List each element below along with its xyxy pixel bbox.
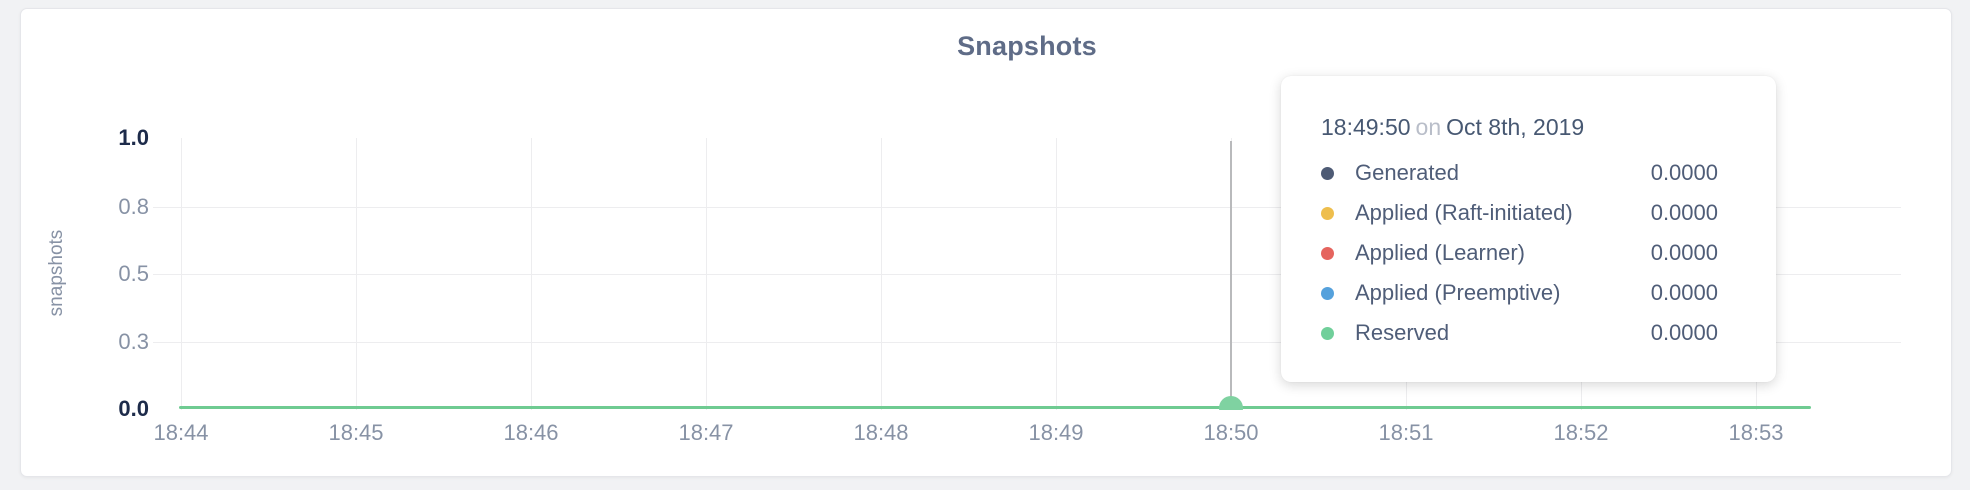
x-tick-label: 18:47 (678, 420, 734, 445)
tooltip-row: Applied (Raft-initiated) 0.0000 (1321, 193, 1718, 233)
series-color-dot-icon (1321, 166, 1334, 180)
series-label: Reserved (1355, 320, 1450, 345)
gridline-horizontal (153, 207, 1901, 208)
series-color-dot-icon (1321, 206, 1334, 220)
x-tick-label: 18:48 (853, 420, 909, 445)
x-tick-label: 18:44 (153, 420, 209, 445)
tooltip-row: Applied (Preemptive) 0.0000 (1321, 273, 1718, 313)
y-tick-label: 1.0 (118, 125, 149, 150)
series-value: 0.0000 (1650, 280, 1718, 305)
series-color-dot-icon (1321, 286, 1334, 300)
tooltip-time: 18:49:50 (1321, 114, 1411, 140)
tooltip-date: Oct 8th, 2019 (1446, 114, 1585, 140)
y-tick-label: 0.8 (118, 194, 149, 219)
series-value: 0.0000 (1650, 320, 1718, 345)
series-color-dot-icon (1321, 246, 1334, 260)
y-tick-label: 0.5 (118, 261, 149, 286)
x-tick-label: 18:52 (1553, 420, 1609, 445)
x-axis: 18:44 18:45 18:46 18:47 18:48 18:49 18:5… (21, 9, 1951, 476)
chart-tooltip: 18:49:50 on Oct 8th, 2019 Generated 0.0000… (1281, 76, 1776, 382)
tooltip-row: Generated 0.0000 (1321, 153, 1718, 193)
tooltip-timestamp: 18:49:50 on Oct 8th, 2019 (1321, 114, 1718, 141)
chart-card: Snapshots snapshots 1.0 0.8 0.5 0.3 0.0 … (20, 8, 1952, 477)
x-tick-label: 18:46 (503, 420, 559, 445)
series-value: 0.0000 (1650, 240, 1718, 265)
tooltip-row: Applied (Learner) 0.0000 (1321, 233, 1718, 273)
x-tick-label: 18:53 (1728, 420, 1784, 445)
gridline-horizontal (153, 274, 1901, 275)
tooltip-on-word: on (1415, 114, 1442, 140)
x-tick-label: 18:49 (1028, 420, 1084, 445)
series-color-dot-icon (1321, 326, 1334, 340)
series-label: Generated (1355, 160, 1459, 185)
chart-title: Snapshots (957, 31, 1097, 61)
x-tick-label: 18:45 (328, 420, 384, 445)
y-tick-label: 0.0 (118, 396, 149, 421)
tooltip-row: Reserved 0.0000 (1321, 313, 1718, 353)
series-label: Applied (Raft-initiated) (1355, 200, 1573, 225)
series-value: 0.0000 (1650, 200, 1718, 225)
series-line-flat-zero (179, 406, 1811, 409)
x-tick-label: 18:51 (1378, 420, 1434, 445)
gridline-horizontal (153, 342, 1901, 343)
x-tick-label: 18:50 (1203, 420, 1259, 445)
y-tick-label: 0.3 (118, 329, 149, 354)
series-value: 0.0000 (1650, 160, 1718, 185)
series-label: Applied (Learner) (1355, 240, 1525, 265)
y-axis: 1.0 0.8 0.5 0.3 0.0 (21, 9, 149, 476)
series-label: Applied (Preemptive) (1355, 280, 1561, 305)
hover-point-dot (1219, 396, 1243, 410)
hover-guideline (1230, 141, 1232, 410)
